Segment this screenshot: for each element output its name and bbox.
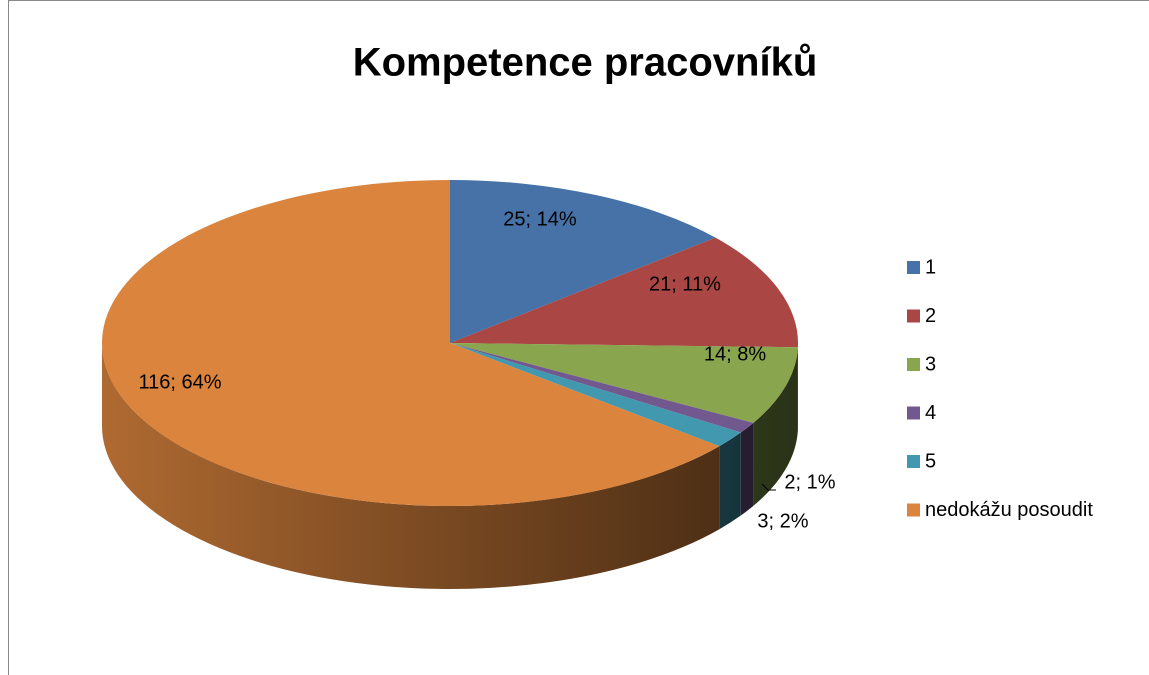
- legend-label: 4: [925, 402, 936, 424]
- data-label: 21; 11%: [649, 273, 721, 295]
- data-label: 3; 2%: [757, 510, 808, 532]
- data-label: 116; 64%: [138, 371, 221, 393]
- legend-label: 1: [925, 256, 936, 278]
- pie-slice: [450, 237, 798, 348]
- slice-side: [719, 432, 741, 530]
- pie-slice: [450, 343, 754, 433]
- legend-label: 5: [925, 450, 936, 472]
- pie-slice: [101, 180, 720, 507]
- pie-slice: [450, 180, 716, 343]
- leader-line: [761, 483, 776, 491]
- data-labels: 25; 14% 21; 11% 14; 8% 2; 1% 3; 2% 116; 64%: [138, 208, 835, 532]
- slice-side: [753, 347, 798, 506]
- legend-swatch: [907, 455, 920, 468]
- legend-label: nedokážu posoudit: [925, 499, 1093, 521]
- data-label: 2; 1%: [784, 471, 835, 493]
- legend-swatch: [907, 261, 920, 274]
- legend-swatch: [907, 406, 920, 420]
- legend-swatch: [907, 503, 920, 517]
- slice-side: [102, 343, 720, 589]
- chart-title: Kompetence pracovníků: [353, 41, 818, 85]
- data-label: 14; 8%: [704, 343, 766, 365]
- pie-sides: [102, 343, 798, 589]
- pie-tops: [101, 180, 798, 507]
- legend: 1 2 3 4 5 nedokážu posoudit: [907, 256, 1093, 521]
- slice-side: [740, 422, 754, 516]
- pie-slice: [450, 343, 798, 423]
- legend-swatch: [907, 309, 920, 323]
- legend-label: 3: [925, 353, 936, 375]
- legend-label: 2: [925, 305, 936, 327]
- legend-swatch: [907, 358, 920, 371]
- data-label: 25; 14%: [503, 208, 577, 230]
- pie-slice: [450, 343, 741, 447]
